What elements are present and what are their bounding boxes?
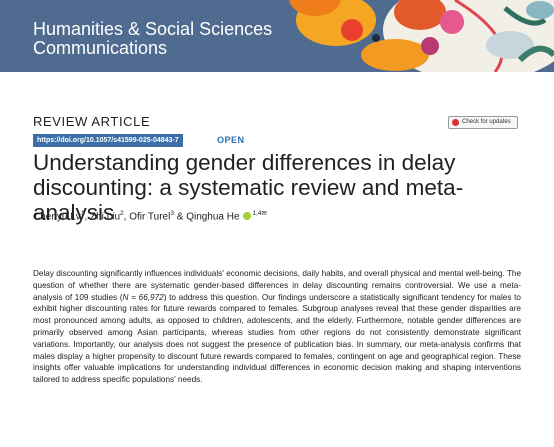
abstract-paragraph: Delay discounting significantly influenc… bbox=[33, 268, 521, 386]
author-name[interactable]: Zhi Liu bbox=[90, 211, 121, 223]
author-separator: , bbox=[123, 211, 130, 223]
author-affiliation: 1 bbox=[80, 210, 85, 217]
abstract-text-part2: ) to address this question. Our findings… bbox=[33, 292, 521, 385]
author-affiliation: 1,4✉ bbox=[252, 210, 267, 217]
author-separator: , bbox=[84, 211, 90, 223]
article-type: REVIEW ARTICLE bbox=[33, 114, 151, 129]
abstract-text-part1: Delay discounting significantly influenc… bbox=[33, 269, 521, 302]
author-name[interactable]: Ofir Turel bbox=[129, 211, 171, 223]
author-name[interactable]: Qinghua He bbox=[186, 211, 240, 223]
journal-title-line1: Humanities & Social Sciences bbox=[33, 19, 273, 39]
author-name[interactable]: Chenyu Lv bbox=[33, 211, 81, 223]
author-affiliation: 3 bbox=[170, 210, 174, 217]
author-list: Chenyu Lv1, Zhi Liu2, Ofir Turel3 & Qing… bbox=[33, 209, 267, 222]
article-title: Understanding gender differences in dela… bbox=[33, 150, 464, 225]
journal-banner: Humanities & Social Sciences Communicati… bbox=[0, 0, 554, 72]
doi-link[interactable]: https://doi.org/10.1057/s41599-025-04843… bbox=[33, 134, 183, 147]
banner-artwork bbox=[0, 0, 554, 72]
abstract-sample-size: N = 66,972 bbox=[122, 292, 164, 302]
journal-title[interactable]: Humanities & Social Sciences Communicati… bbox=[33, 20, 272, 58]
orcid-icon[interactable] bbox=[243, 212, 252, 221]
abstract: Delay discounting significantly influenc… bbox=[33, 268, 521, 386]
author-affiliation: 2 bbox=[120, 210, 124, 217]
open-access-badge: OPEN bbox=[217, 135, 245, 145]
journal-title-line2: Communications bbox=[33, 38, 168, 58]
author-separator: & bbox=[173, 211, 187, 223]
check-for-updates-label: Check for updates bbox=[462, 119, 511, 125]
check-for-updates-button[interactable]: Check for updates bbox=[448, 116, 518, 129]
crossmark-icon bbox=[452, 119, 459, 126]
